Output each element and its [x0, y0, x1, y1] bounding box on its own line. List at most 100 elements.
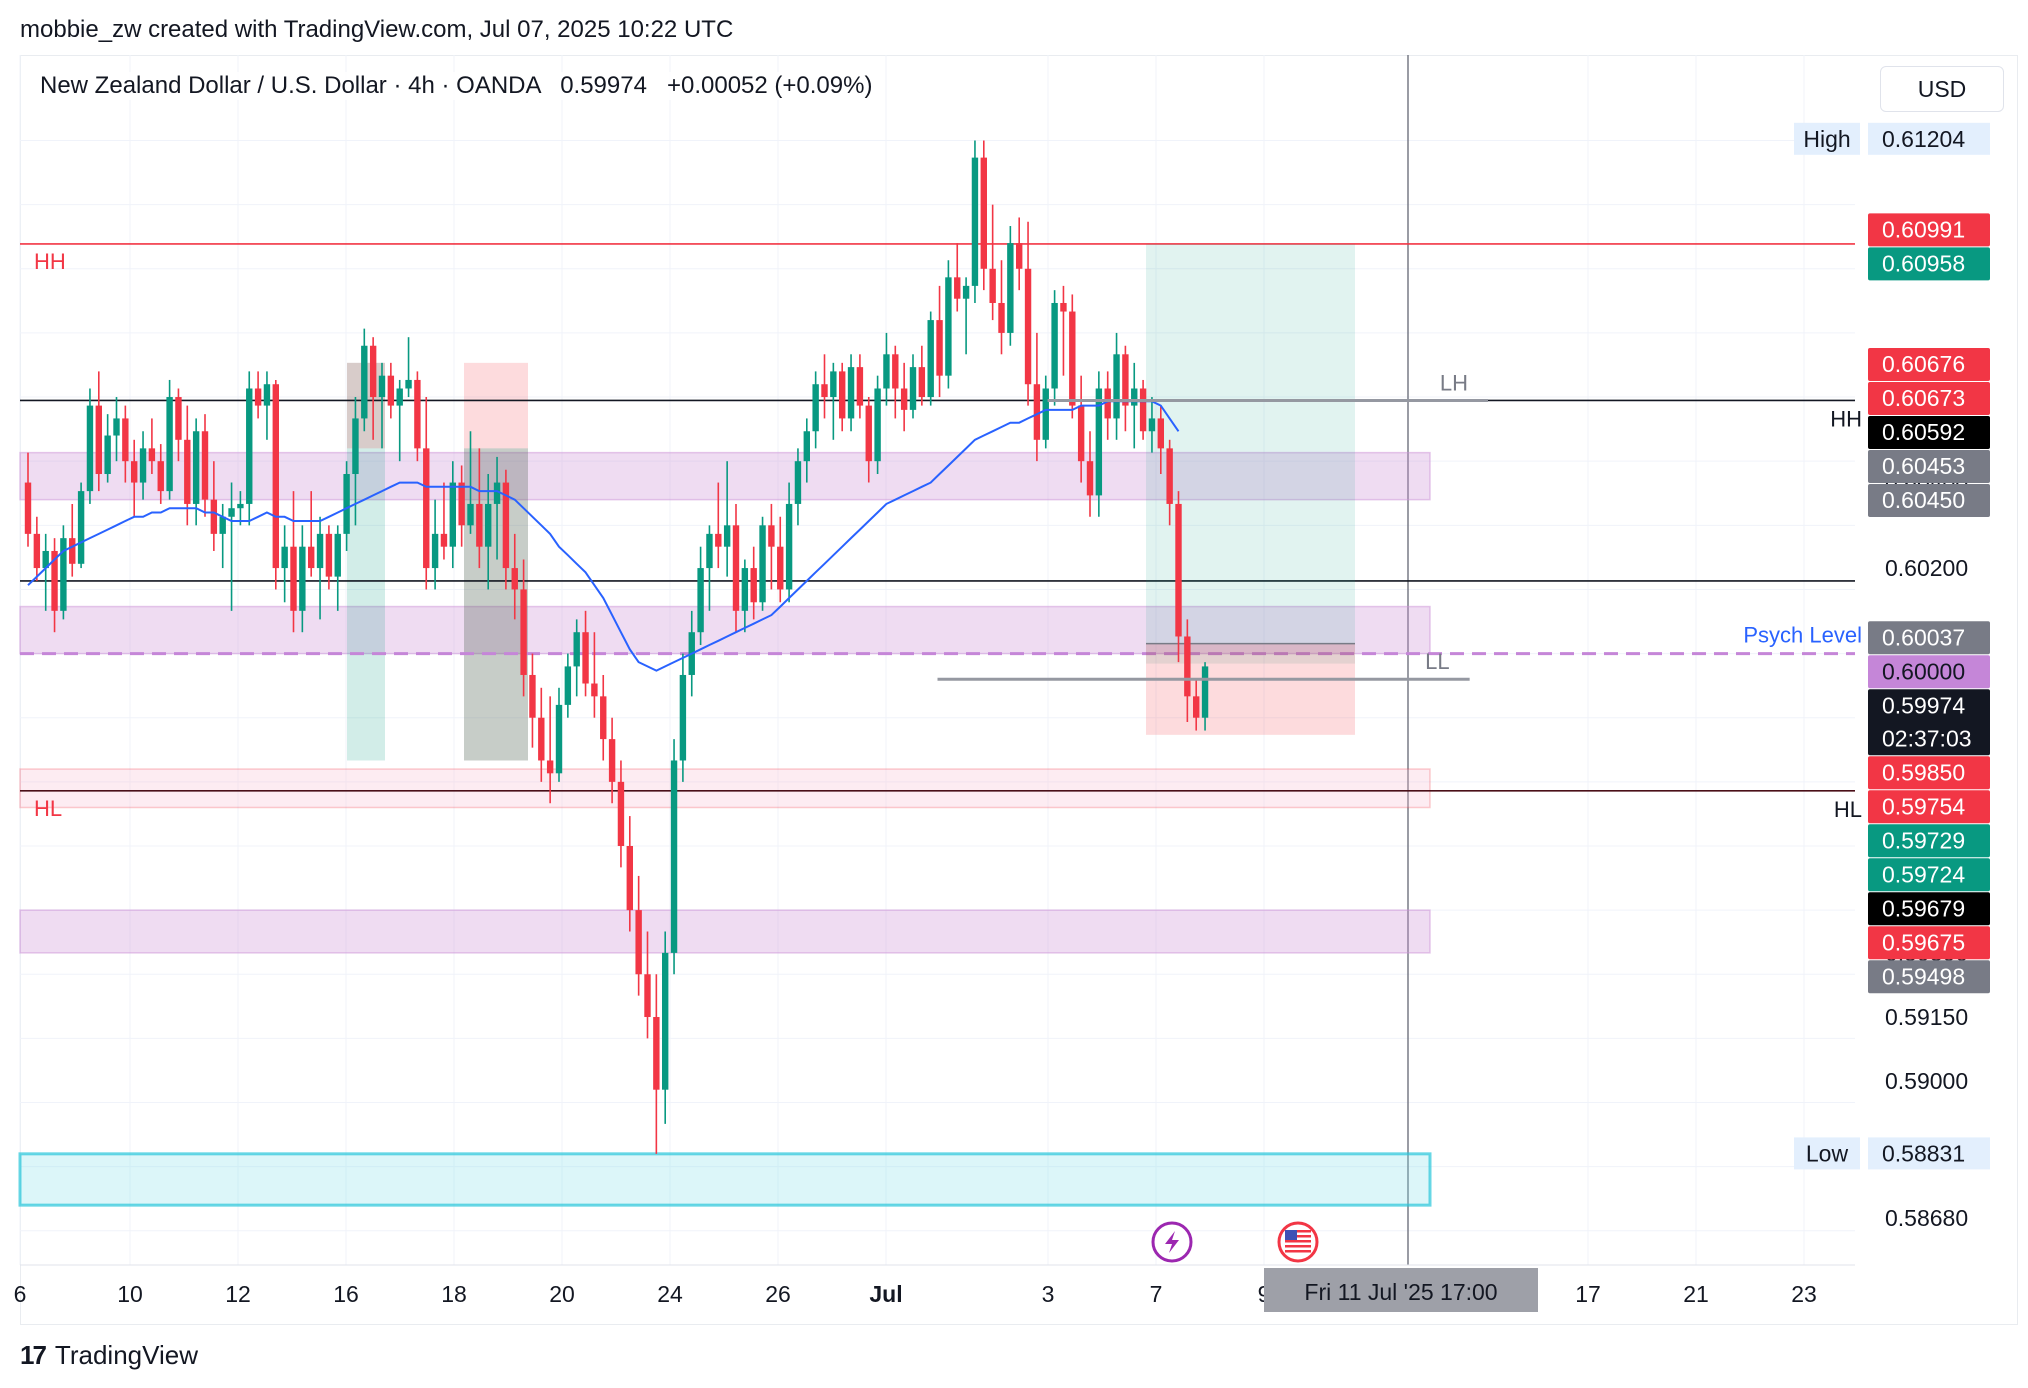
- candle-body: [883, 354, 890, 389]
- candle-body: [847, 367, 855, 419]
- candles: [24, 140, 1209, 1154]
- candle-body: [644, 974, 651, 1018]
- x-tick-label: 10: [117, 1281, 143, 1307]
- candle-body: [918, 367, 926, 398]
- candle-body: [308, 546, 315, 569]
- candle-body: [122, 418, 129, 462]
- candle-body: [1069, 311, 1076, 406]
- tradingview-logo[interactable]: 17 TradingView: [20, 1340, 198, 1371]
- candle-body: [1139, 388, 1147, 432]
- candle-body: [485, 503, 492, 547]
- candle-body: [741, 568, 749, 611]
- price-label-bg: [1868, 621, 1990, 655]
- price-label-bg: [1868, 960, 1990, 994]
- high-value: 0.61204: [1882, 126, 1965, 152]
- candle-body: [237, 503, 244, 509]
- candle-body: [139, 448, 147, 483]
- zone-red: [19, 768, 1431, 809]
- y-tick-label: 0.59150: [1885, 1004, 1968, 1030]
- candle-body: [431, 533, 439, 569]
- candle-body: [1157, 418, 1164, 449]
- candle-body: [830, 371, 837, 398]
- annotation-label: LL: [1425, 649, 1449, 674]
- price-label-bg: [1868, 926, 1990, 960]
- candle-body: [821, 384, 828, 398]
- candle-body: [414, 379, 421, 449]
- candle-body: [502, 482, 510, 569]
- candle-body: [529, 674, 536, 718]
- legend-title: New Zealand Dollar / U.S. Dollar · 4h · …: [40, 72, 541, 99]
- candle-body: [228, 508, 235, 517]
- candle-body: [909, 367, 917, 410]
- candle-body: [1104, 388, 1111, 419]
- candle-body: [272, 384, 279, 569]
- candle-body: [361, 345, 368, 419]
- candle-body: [954, 277, 961, 299]
- countdown-label: 02:37:03: [1882, 725, 1972, 751]
- price-label-bg: [1868, 689, 1990, 756]
- x-tick-label: 24: [657, 1281, 683, 1307]
- candle-body: [1077, 405, 1085, 462]
- price-label: 0.59675: [1882, 929, 1965, 955]
- level-label-left: HL: [34, 796, 62, 821]
- candle-body: [1033, 384, 1041, 440]
- candle-body: [60, 538, 67, 611]
- currency-selector[interactable]: USD: [1880, 66, 2004, 112]
- candle-body: [582, 632, 589, 684]
- price-label-bg: [1868, 858, 1990, 892]
- candle-body: [750, 568, 757, 603]
- candle-body: [201, 431, 209, 500]
- candle-body: [1166, 448, 1173, 504]
- candle-body: [635, 910, 642, 975]
- y-tick-label: 0.60200: [1885, 555, 1968, 581]
- position-tool: [1146, 243, 1355, 735]
- candle-body: [467, 503, 474, 526]
- price-label: 0.60673: [1882, 385, 1965, 411]
- candle-body: [131, 461, 138, 483]
- price-label: 0.60991: [1882, 216, 1965, 242]
- candle-body: [874, 388, 881, 462]
- price-labels: High 0.61204 Low 0.58831 0.60991 0.60958 0.606…: [1794, 122, 1990, 1170]
- price-label: 0.59729: [1882, 827, 1965, 853]
- us-flag-icon-stripe: [1285, 1245, 1311, 1248]
- candle-body: [458, 482, 465, 526]
- price-label: 0.60450: [1882, 487, 1965, 513]
- low-tag: [1794, 1137, 1860, 1170]
- candle-body: [476, 503, 483, 547]
- candle-body: [1122, 354, 1129, 406]
- candle-body: [1175, 503, 1182, 637]
- candle-body: [971, 157, 979, 286]
- candle-body: [51, 550, 58, 611]
- us-flag-icon-stripe: [1285, 1250, 1311, 1253]
- price-label-bg: [1868, 247, 1990, 281]
- candle-body: [254, 388, 262, 406]
- y-tick-label: 0.58680: [1885, 1205, 1968, 1231]
- candle-body: [706, 533, 713, 569]
- x-tick-label: 7: [1150, 1281, 1163, 1307]
- candle-body: [662, 952, 669, 1090]
- candle-body: [33, 533, 41, 569]
- candle-body: [617, 781, 625, 846]
- candle-body: [1051, 302, 1058, 389]
- candle-body: [900, 388, 908, 410]
- candle-body: [520, 589, 527, 675]
- lightning-icon-bolt: [1165, 1231, 1179, 1253]
- x-tick-label: 16: [333, 1281, 359, 1307]
- price-label: 0.59498: [1882, 963, 1965, 989]
- candle-body: [936, 320, 943, 376]
- zone-purple: [19, 451, 1431, 501]
- candle-body: [945, 277, 952, 376]
- candle-body: [759, 525, 766, 603]
- candle-body: [591, 683, 598, 697]
- candle-body: [396, 388, 403, 406]
- price-label-bg: [1868, 892, 1990, 926]
- candle-body: [1201, 666, 1209, 718]
- level-label-right: HH: [1830, 406, 1862, 431]
- crosshair-date-badge: [1264, 1268, 1538, 1312]
- price-label: 0.59679: [1882, 895, 1965, 921]
- candle-body: [1184, 636, 1191, 697]
- candle-body: [670, 760, 678, 953]
- candle-body: [405, 379, 412, 389]
- candle-body: [546, 760, 554, 774]
